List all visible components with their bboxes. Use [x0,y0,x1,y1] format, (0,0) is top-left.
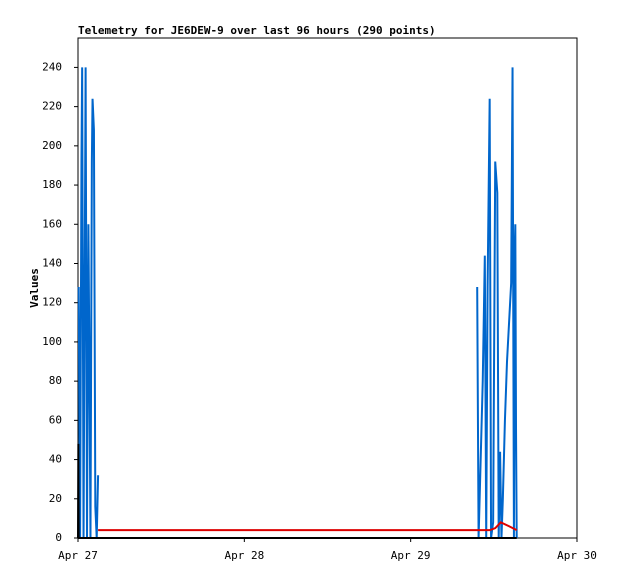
series-line [77,67,100,539]
chart-title: Telemetry for JE6DEW-9 over last 96 hour… [78,24,436,37]
y-tick-label: 160 [42,217,62,230]
y-tick-label: 20 [49,492,62,505]
y-tick-label: 240 [42,60,62,73]
x-tick-label: Apr 30 [557,549,597,562]
y-tick-label: 220 [42,100,62,113]
y-tick-label: 200 [42,139,62,152]
y-tick-label: 120 [42,296,62,309]
y-tick-label: 100 [42,335,62,348]
y-axis-label: Values [28,268,41,308]
y-tick-label: 0 [55,531,62,544]
series-line [77,443,517,539]
y-tick-label: 40 [49,453,62,466]
y-tick-label: 140 [42,256,62,269]
x-tick-label: Apr 27 [58,549,98,562]
x-tick-label: Apr 29 [391,549,431,562]
y-tick-label: 80 [49,374,62,387]
y-tick-label: 60 [49,413,62,426]
y-tick-label: 180 [42,178,62,191]
x-tick-label: Apr 28 [224,549,264,562]
series-line [98,521,518,532]
